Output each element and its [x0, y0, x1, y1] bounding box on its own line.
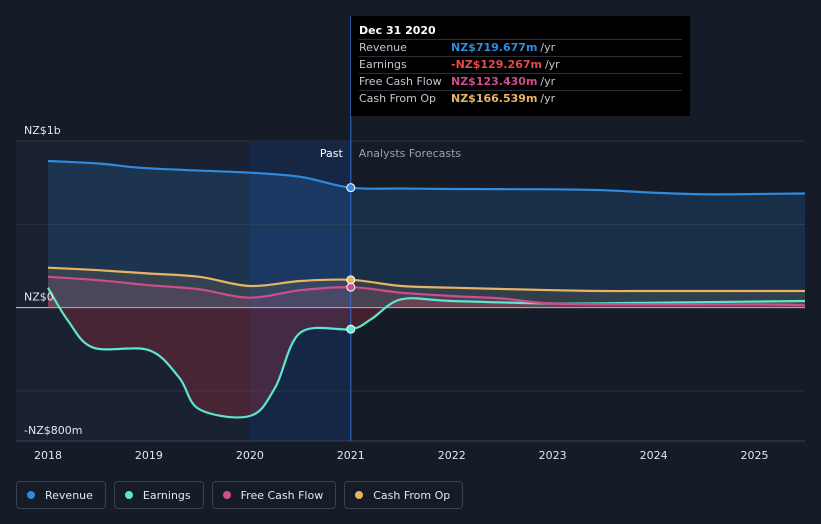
tooltip-value: -NZ$129.267m	[451, 58, 542, 71]
tooltip: Dec 31 2020 Revenue NZ$719.677m /yr Earn…	[351, 16, 690, 116]
free-cash-flow-area	[48, 276, 805, 308]
earnings-marker	[346, 324, 356, 334]
tooltip-value: NZ$719.677m	[451, 41, 538, 54]
x-tick-label: 2024	[640, 449, 668, 462]
tooltip-label: Earnings	[359, 58, 407, 71]
tooltip-value: NZ$166.539m	[451, 92, 538, 105]
free-cash-flow-line	[47, 275, 806, 307]
earnings-area	[48, 287, 805, 418]
tooltip-unit: /yr	[540, 92, 556, 105]
tooltip-unit: /yr	[540, 75, 556, 88]
tooltip-date: Dec 31 2020	[359, 24, 436, 37]
past-label: Past	[320, 147, 344, 160]
legend-label: Cash From Op	[373, 488, 451, 502]
legend-label: Free Cash Flow	[240, 488, 324, 502]
tooltip-label: Free Cash Flow	[359, 75, 442, 88]
legend-dot-icon	[222, 491, 231, 499]
revenue-area	[48, 161, 805, 308]
forecast-label: Analysts Forecasts	[359, 147, 462, 160]
x-tick-label: 2019	[135, 449, 163, 462]
tooltip-row-cash-from-op: Cash From Op NZ$166.539m /yr	[359, 90, 682, 107]
cash-from-op-marker	[346, 275, 356, 285]
legend-dot-icon	[27, 491, 35, 499]
x-tick-label: 2020	[236, 449, 264, 462]
tooltip-unit: /yr	[544, 58, 560, 71]
legend-item-revenue[interactable]: Revenue	[16, 481, 106, 509]
revenue-marker	[346, 183, 356, 193]
x-tick-label: 2018	[34, 449, 62, 462]
tooltip-label: Cash From Op	[359, 92, 437, 105]
tooltip-unit: /yr	[540, 41, 556, 54]
legend-dot-icon	[355, 491, 364, 499]
tooltip-row-revenue: Revenue NZ$719.677m /yr	[359, 39, 682, 56]
legend-item-earnings[interactable]: Earnings	[113, 481, 204, 509]
tooltip-row-free-cash-flow: Free Cash Flow NZ$123.430m /yr	[359, 73, 682, 90]
y-tick-label: NZ$1b	[24, 124, 61, 137]
free-cash-flow-marker	[346, 282, 356, 292]
x-tick-label: 2023	[539, 449, 567, 462]
legend-item-cash-from-op[interactable]: Cash From Op	[344, 481, 464, 509]
x-tick-label: 2021	[337, 449, 365, 462]
revenue-line	[47, 159, 806, 196]
y-tick-label: -NZ$800m	[24, 424, 82, 437]
tooltip-value: NZ$123.430m	[451, 75, 538, 88]
x-tick-label: 2025	[741, 449, 769, 462]
legend-label: Earnings	[142, 488, 191, 502]
y-tick-label: NZ$0	[24, 291, 54, 304]
legend-item-free-cash-flow[interactable]: Free Cash Flow	[211, 481, 337, 509]
tooltip-row-earnings: Earnings -NZ$129.267m /yr	[359, 56, 682, 73]
x-tick-label: 2022	[438, 449, 466, 462]
legend: Revenue Earnings Free Cash Flow Cash Fro…	[16, 481, 464, 509]
legend-label: Revenue	[45, 488, 93, 502]
legend-dot-icon	[124, 491, 133, 499]
tooltip-label: Revenue	[359, 41, 407, 54]
cash-from-op-line	[47, 266, 805, 293]
